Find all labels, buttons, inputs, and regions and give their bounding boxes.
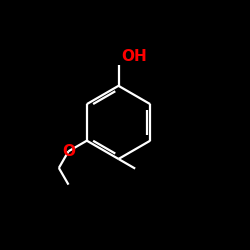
Text: O: O [62, 144, 75, 159]
Text: OH: OH [122, 49, 147, 64]
